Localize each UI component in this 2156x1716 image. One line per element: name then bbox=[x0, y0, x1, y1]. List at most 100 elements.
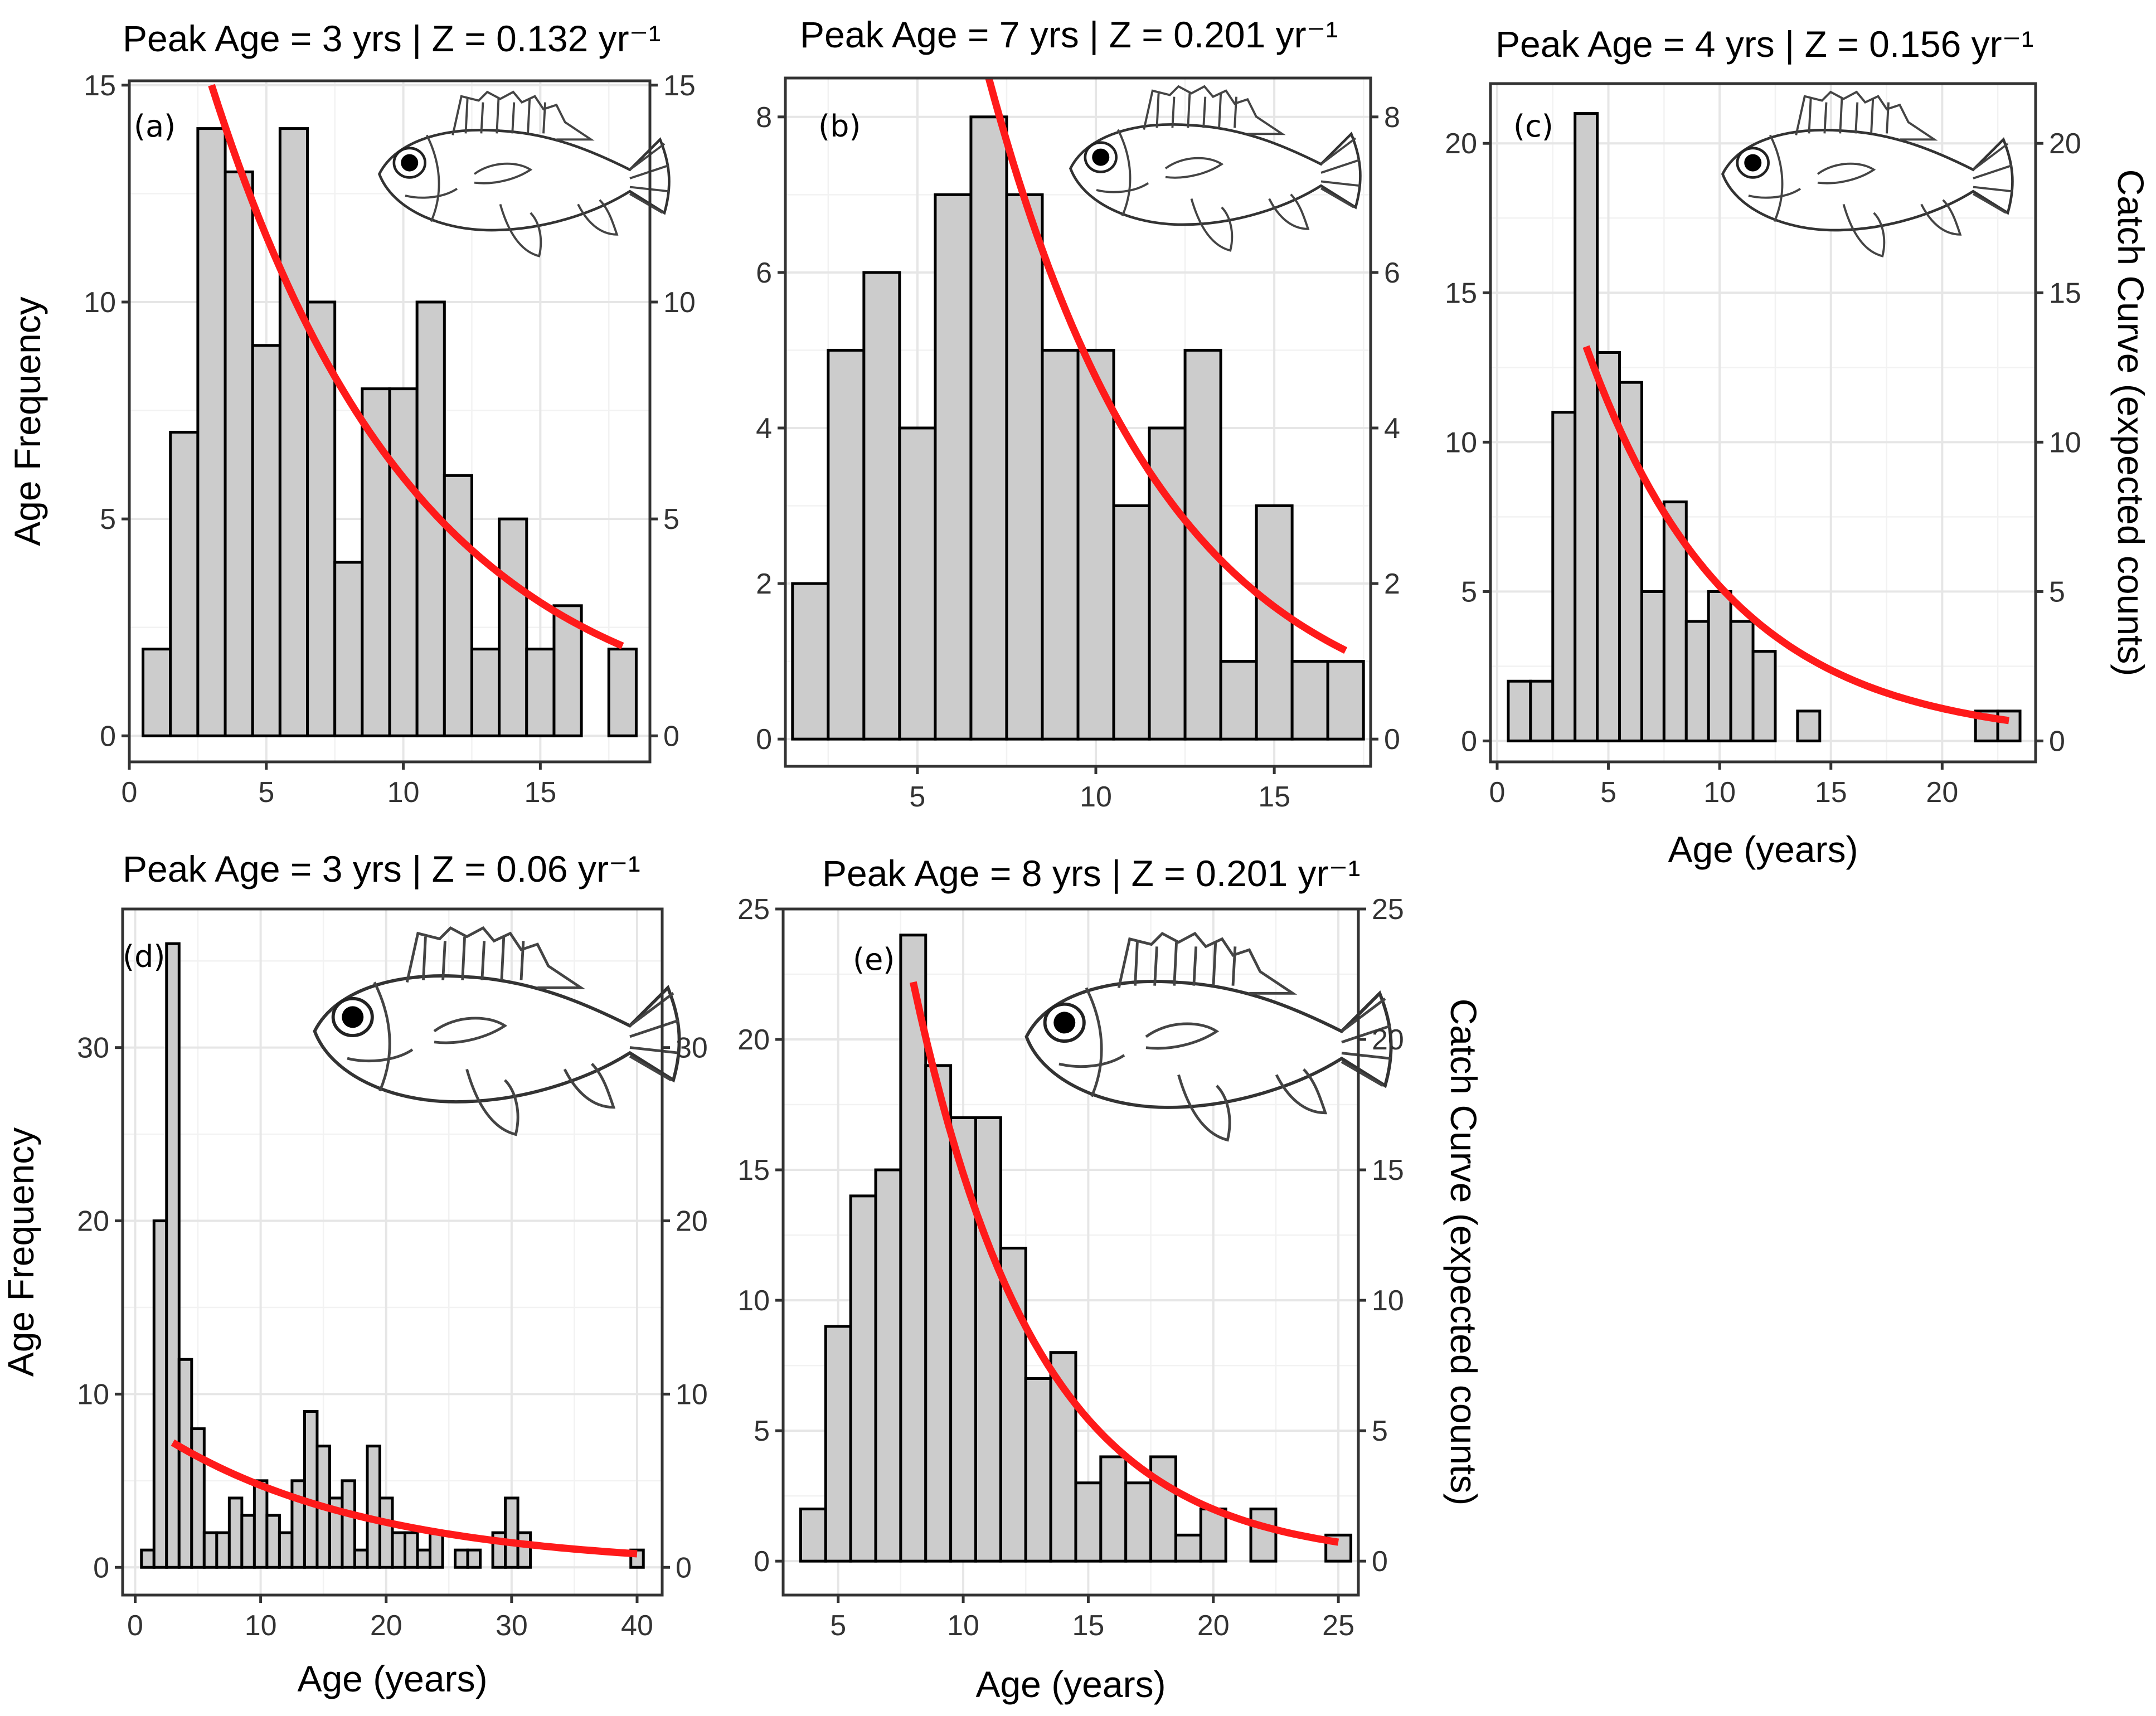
y-tick-label-left: 30 bbox=[77, 1032, 109, 1064]
bar-age-17 bbox=[341, 1479, 356, 1569]
y-tick-label-right: 20 bbox=[2049, 128, 2081, 160]
bar-age-6 bbox=[849, 1194, 877, 1563]
bar-age-4 bbox=[1574, 112, 1599, 742]
x-tick-label: 30 bbox=[496, 1610, 528, 1642]
bar-age-16 bbox=[1099, 1455, 1128, 1563]
y-tick-label-right: 5 bbox=[663, 503, 679, 536]
panel-label: (e) bbox=[853, 942, 895, 977]
x-tick-label: 5 bbox=[830, 1610, 846, 1642]
panel-title: Peak Age = 8 yrs | Z = 0.201 yr⁻¹ bbox=[822, 853, 1360, 894]
bar-age-5 bbox=[898, 426, 937, 741]
panel-title: Peak Age = 4 yrs | Z = 0.156 yr⁻¹ bbox=[1495, 23, 2033, 65]
bar-age-30 bbox=[504, 1496, 519, 1569]
bar-age-18 bbox=[353, 1548, 369, 1569]
catch-curve-line bbox=[171, 1439, 638, 1558]
y-tick-label-left: 0 bbox=[1461, 725, 1477, 757]
plot-frame bbox=[128, 79, 652, 764]
bar-age-20 bbox=[1199, 1508, 1227, 1563]
bar-age-9 bbox=[240, 1514, 256, 1569]
y-tick-label-left: 15 bbox=[84, 70, 116, 102]
bar-age-18 bbox=[607, 648, 638, 737]
bar-age-2 bbox=[1529, 679, 1555, 742]
y-tick-label-left: 8 bbox=[756, 101, 772, 134]
bar-age-17 bbox=[1326, 660, 1365, 741]
bar-age-5 bbox=[251, 344, 281, 737]
bar-age-7 bbox=[215, 1531, 231, 1569]
x-tick-label: 5 bbox=[258, 776, 274, 809]
panel-e: 5 10 15 20 25 0 0 5 5 10 10 15 15 20 20 25 25 Peak Age = … bbox=[737, 853, 1484, 1705]
bar-age-9 bbox=[1684, 620, 1710, 742]
y-tick-label-right: 10 bbox=[1372, 1285, 1404, 1317]
bar-age-19 bbox=[1174, 1533, 1202, 1563]
bar-age-16 bbox=[1290, 660, 1329, 741]
bar-age-15 bbox=[525, 648, 556, 737]
bar-age-12 bbox=[443, 474, 473, 737]
y-tick-label-left: 20 bbox=[737, 1024, 770, 1056]
y-axis-title-right: Catch Curve (expected counts) bbox=[2110, 169, 2152, 677]
x-tick-label: 15 bbox=[1815, 776, 1847, 809]
x-tick-label: 10 bbox=[1703, 776, 1736, 809]
x-tick-label: 20 bbox=[1197, 1610, 1230, 1642]
bar-age-21 bbox=[391, 1531, 407, 1569]
bar-age-12 bbox=[278, 1531, 294, 1569]
bar-age-1 bbox=[142, 648, 172, 737]
bar-age-3 bbox=[1551, 411, 1577, 742]
bar-age-4 bbox=[224, 170, 254, 737]
plot-frame bbox=[784, 76, 1372, 768]
fish-illustration-icon bbox=[313, 926, 681, 1136]
bar-age-24 bbox=[429, 1531, 444, 1569]
x-tick-label: 5 bbox=[909, 781, 925, 813]
x-tick-label: 15 bbox=[524, 776, 556, 809]
x-tick-label: 5 bbox=[1600, 776, 1616, 809]
bar-age-10 bbox=[1076, 348, 1115, 741]
y-tick-label-right: 25 bbox=[1372, 893, 1404, 926]
bar-age-15 bbox=[1074, 1481, 1103, 1563]
bar-age-22 bbox=[1249, 1508, 1278, 1563]
panel-label: (b) bbox=[818, 109, 861, 144]
panel-title: Peak Age = 3 yrs | Z = 0.132 yr⁻¹ bbox=[123, 18, 661, 59]
y-tick-label-left: 0 bbox=[93, 1552, 109, 1584]
bar-age-3 bbox=[165, 942, 181, 1569]
y-tick-label-left: 2 bbox=[756, 568, 772, 600]
y-tick-label-left: 0 bbox=[100, 720, 116, 752]
y-tick-label-left: 10 bbox=[84, 286, 116, 319]
panel-label: (d) bbox=[123, 939, 165, 974]
x-tick-label: 10 bbox=[1080, 781, 1112, 813]
x-tick-label: 10 bbox=[387, 776, 420, 809]
bar-age-10 bbox=[388, 387, 419, 737]
bar-age-7 bbox=[874, 1168, 902, 1563]
y-tick-label-right: 4 bbox=[1384, 412, 1400, 445]
x-tick-label: 15 bbox=[1072, 1610, 1104, 1642]
x-tick-label: 20 bbox=[370, 1610, 402, 1642]
bar-age-4 bbox=[177, 1358, 193, 1569]
bar-age-19 bbox=[366, 1445, 381, 1569]
y-tick-label-left: 4 bbox=[756, 412, 772, 445]
panel-title: Peak Age = 3 yrs | Z = 0.06 yr⁻¹ bbox=[123, 848, 640, 889]
bar-age-13 bbox=[1024, 1377, 1052, 1563]
plot-frame bbox=[121, 907, 664, 1597]
panel-title: Peak Age = 7 yrs | Z = 0.201 yr⁻¹ bbox=[800, 14, 1338, 55]
bar-age-6 bbox=[934, 193, 973, 741]
y-axis-title-left: Age Frequency bbox=[7, 296, 48, 546]
y-tick-label-right: 0 bbox=[1384, 723, 1400, 756]
x-tick-label: 10 bbox=[245, 1610, 277, 1642]
bar-age-31 bbox=[516, 1531, 532, 1569]
bar-age-7 bbox=[969, 115, 1008, 741]
y-tick-label-left: 10 bbox=[77, 1378, 109, 1411]
bar-age-5 bbox=[190, 1427, 206, 1569]
bar-age-3 bbox=[196, 127, 227, 737]
x-tick-label: 40 bbox=[621, 1610, 653, 1642]
y-tick-label-right: 20 bbox=[1372, 1024, 1404, 1056]
fish-illustration-icon bbox=[1721, 90, 2014, 257]
bar-age-6 bbox=[202, 1531, 218, 1569]
y-tick-label-right: 15 bbox=[2049, 277, 2081, 309]
y-tick-label-left: 10 bbox=[1445, 426, 1477, 459]
y-tick-label-left: 6 bbox=[756, 257, 772, 289]
y-tick-label-left: 0 bbox=[756, 723, 772, 756]
bar-age-10 bbox=[1707, 590, 1732, 742]
y-tick-label-left: 0 bbox=[754, 1545, 770, 1578]
fish-illustration-icon bbox=[377, 90, 671, 257]
bar-age-2 bbox=[791, 582, 830, 741]
